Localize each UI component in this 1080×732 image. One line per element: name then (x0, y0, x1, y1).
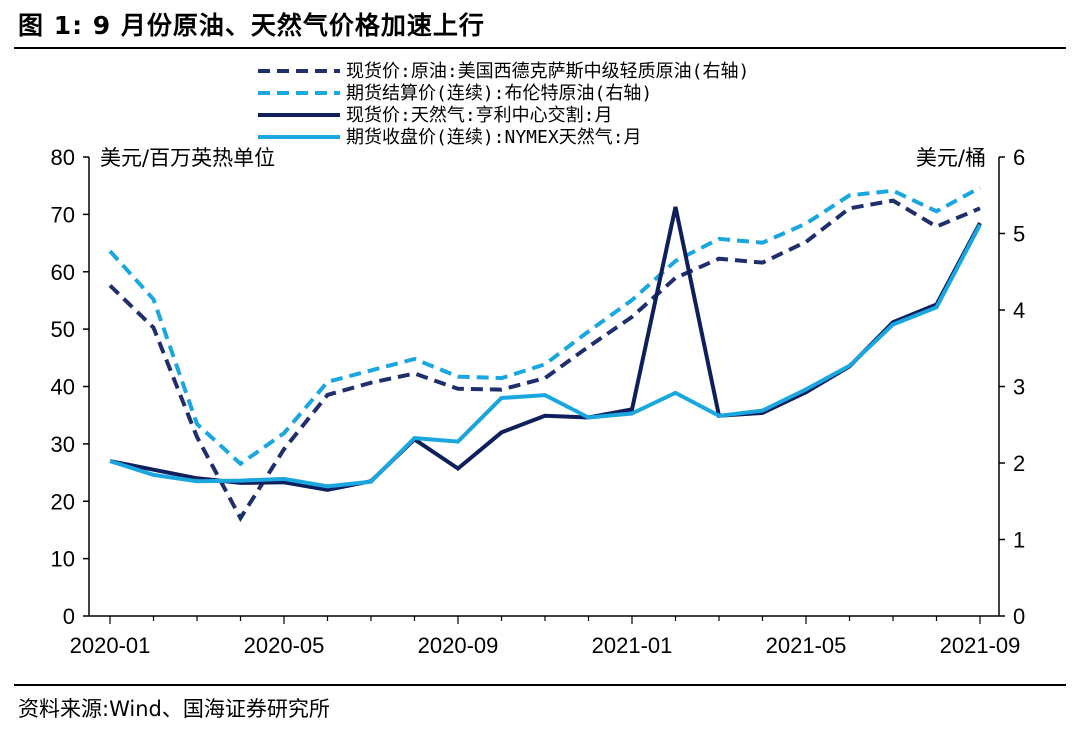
series-line-1 (108, 198, 981, 523)
left-tick-label: 0 (63, 604, 75, 629)
left-axis-label: 美元/百万英热单位 (100, 146, 275, 170)
right-tick-label: 1 (1013, 528, 1025, 553)
figure-title: 图 1: 9 月份原油、天然气价格加速上行 (18, 11, 485, 40)
legend-label-3: 现货价:天然气:亨利中心交割:月 (346, 105, 613, 126)
chart-legend: 现货价:原油:美国西德克萨斯中级轻质原油(右轴)期货结算价(连续):布伦特原油(… (258, 61, 749, 148)
right-axis-label: 美元/桶 (916, 146, 986, 170)
series-line-2 (108, 185, 981, 467)
right-tick-label: 3 (1013, 375, 1025, 400)
right-tick-label: 2 (1013, 451, 1025, 476)
x-tick-label: 2021-05 (766, 633, 847, 658)
left-tick-label: 70 (51, 202, 75, 227)
title-divider (14, 47, 1066, 49)
x-tick-label: 2021-09 (940, 633, 1021, 658)
left-tick-label: 10 (51, 547, 75, 572)
right-tick-label: 0 (1013, 604, 1025, 629)
right-tick-label: 5 (1013, 222, 1025, 247)
source-divider (14, 684, 1066, 686)
series-line-3 (109, 206, 982, 492)
legend-label-1: 现货价:原油:美国西德克萨斯中级轻质原油(右轴) (346, 61, 749, 82)
x-tick-label: 2020-09 (418, 633, 499, 658)
left-tick-label: 50 (51, 317, 75, 342)
legend-label-2: 期货结算价(连续):布伦特原油(右轴) (346, 83, 652, 104)
x-tick-label: 2021-01 (592, 633, 673, 658)
left-tick-label: 20 (51, 489, 75, 514)
legend-label-4: 期货收盘价(连续):NYMEX天然气:月 (346, 127, 642, 148)
right-tick-label: 6 (1013, 145, 1025, 170)
left-tick-label: 30 (51, 432, 75, 457)
left-tick-label: 60 (51, 260, 75, 285)
left-tick-label: 40 (51, 375, 75, 400)
chart: 0 10 20 30 40 50 60 70 80 0 1 2 3 4 5 6 2020-01 2020-05 20… (51, 61, 1026, 658)
chart-series (108, 185, 982, 523)
right-tick-label: 4 (1013, 298, 1025, 323)
left-tick-label: 80 (51, 145, 75, 170)
series-line-4 (109, 223, 982, 489)
x-tick-label: 2020-01 (70, 633, 151, 658)
source-note: 资料来源:Wind、国海证券研究所 (18, 697, 330, 721)
x-tick-label: 2020-05 (244, 633, 325, 658)
chart-axes: 0 10 20 30 40 50 60 70 80 0 1 2 3 4 5 6 2020-01 2020-05 20… (51, 145, 1026, 658)
